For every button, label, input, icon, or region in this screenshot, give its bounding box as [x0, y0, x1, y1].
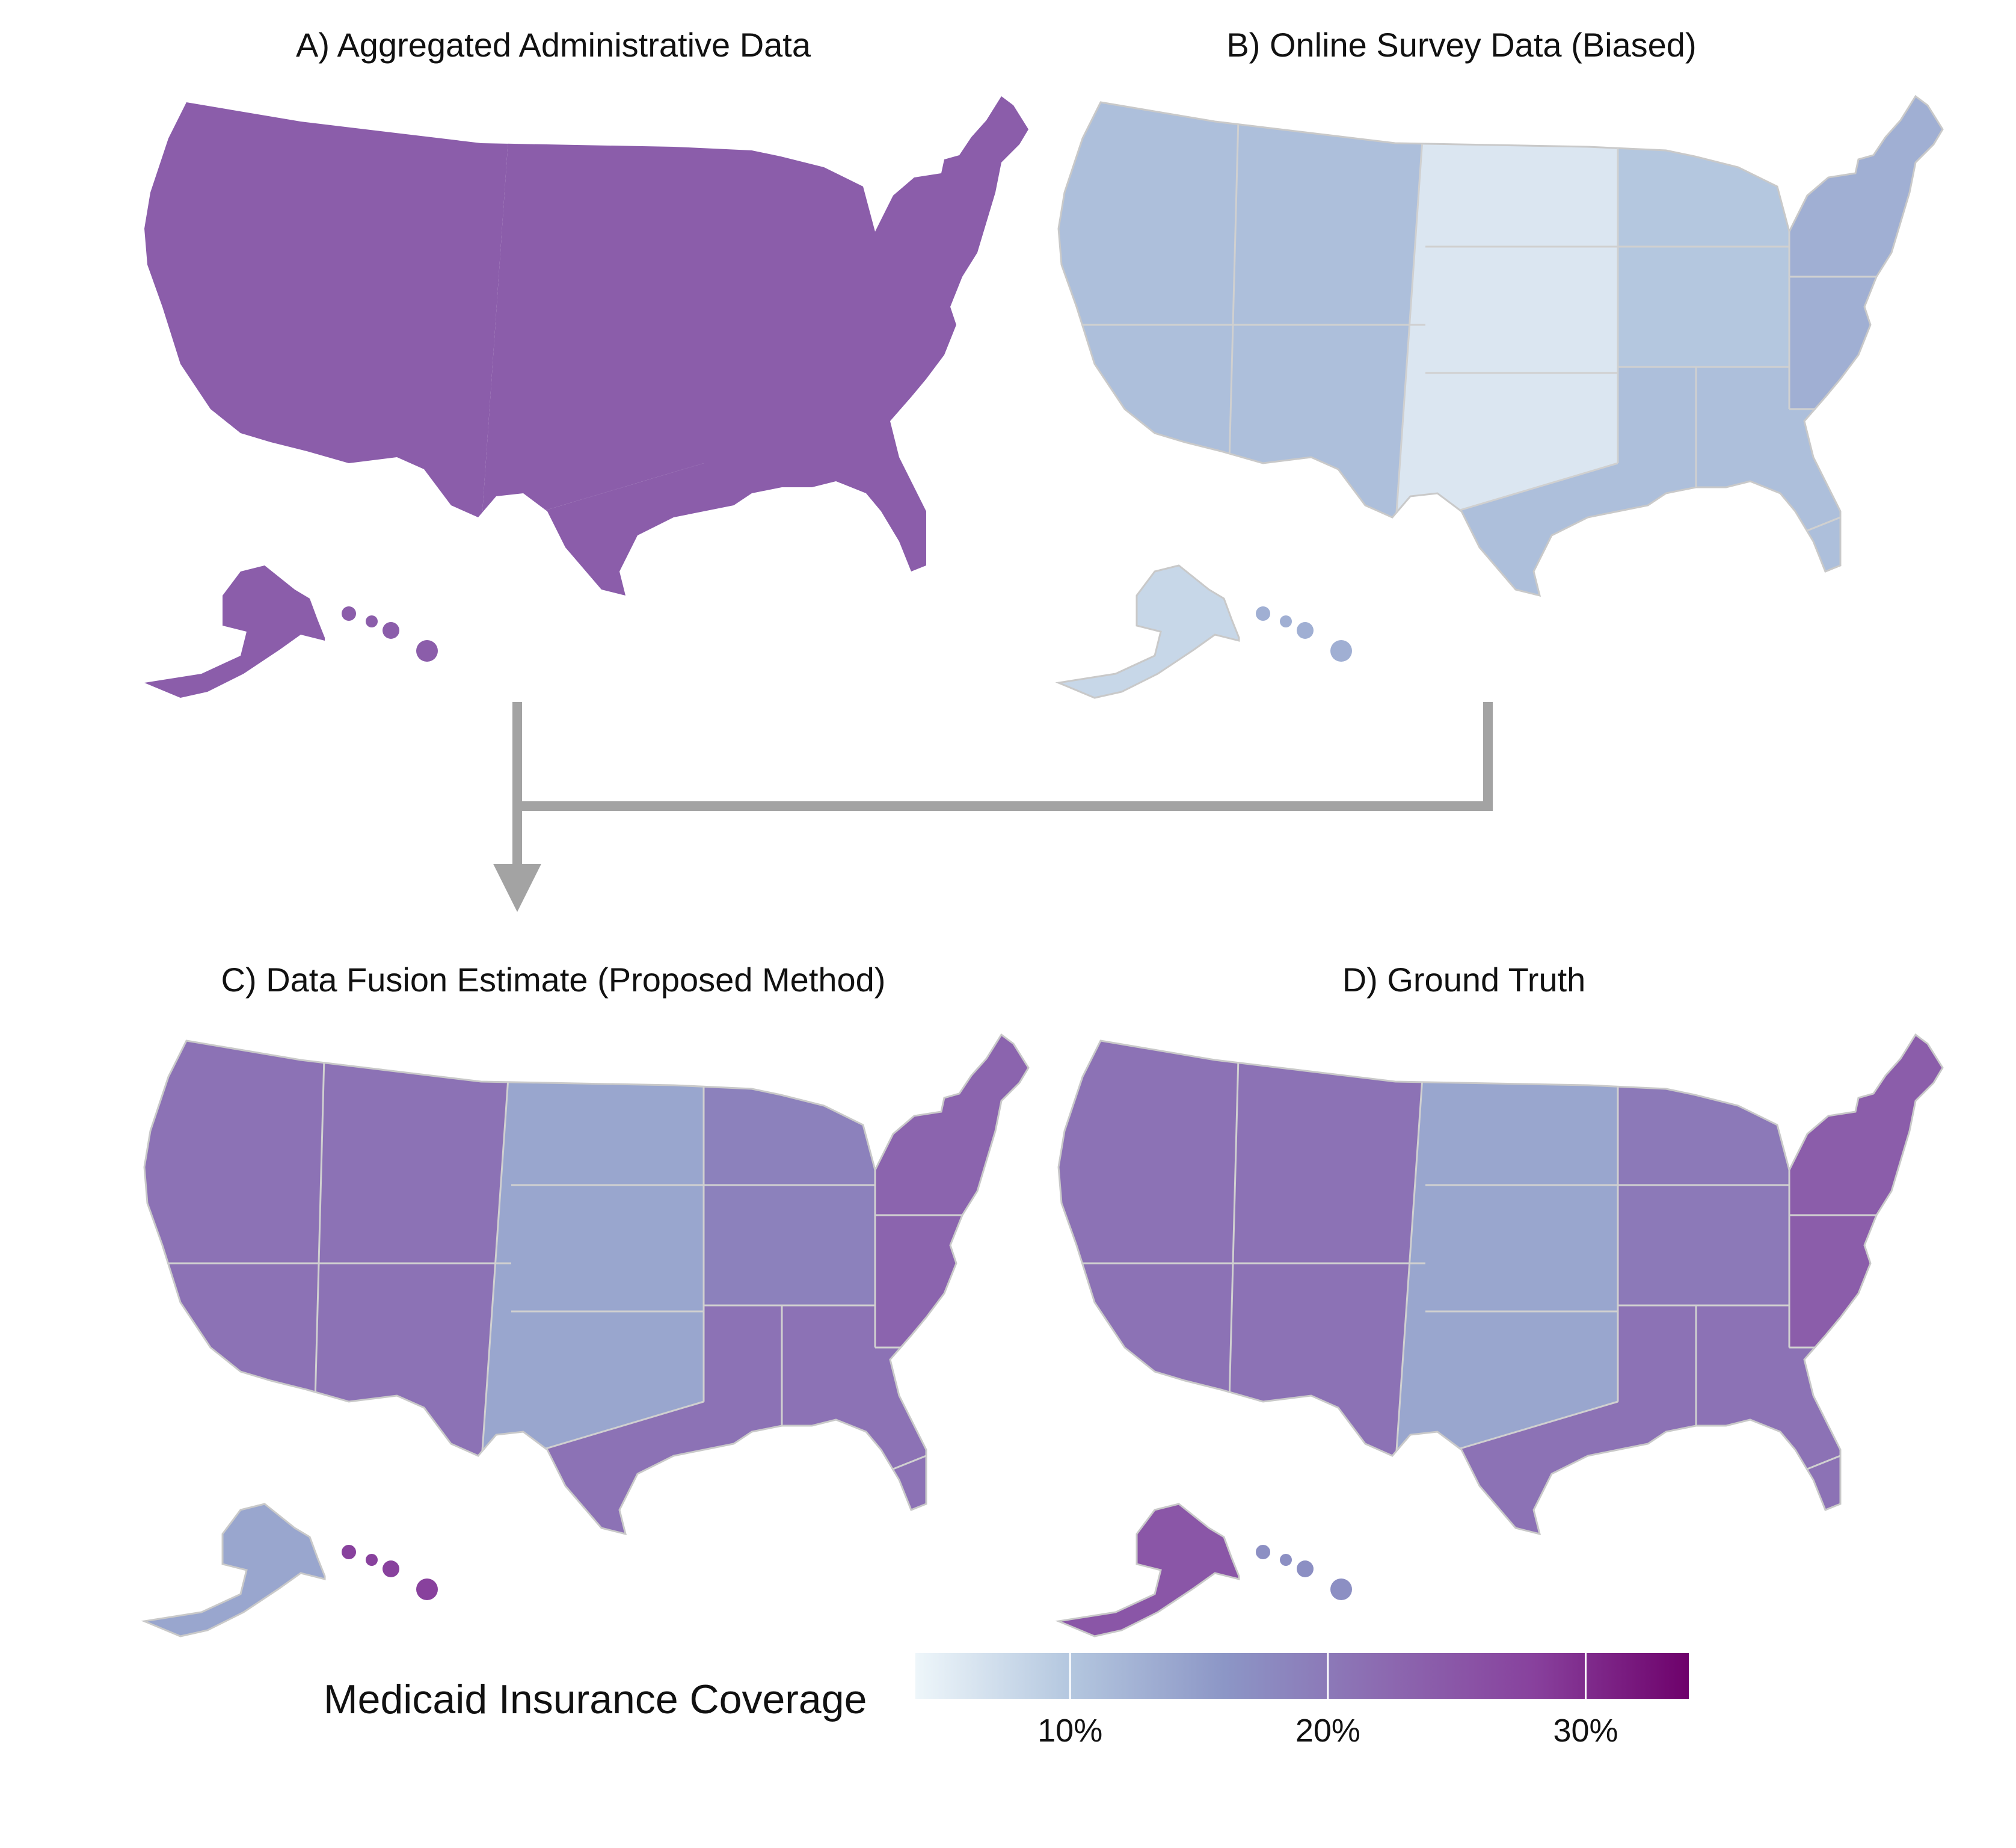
colorbar-tick-label: 30%	[1553, 1713, 1618, 1749]
connector-from-b	[517, 702, 1493, 811]
state-border	[1394, 96, 1427, 530]
hawaii-island	[383, 1560, 399, 1577]
panel-title-c: C) Data Fusion Estimate (Proposed Method…	[221, 961, 886, 999]
plains-region	[1395, 96, 1618, 529]
midwest-region	[1618, 96, 1789, 367]
state-border	[480, 1035, 512, 1468]
west-region	[1059, 96, 1425, 553]
alaska-shape	[144, 565, 325, 698]
map-panel-c	[141, 1033, 1030, 1637]
legend-title: Medicaid Insurance Coverage	[324, 1677, 867, 1722]
hawaii-island	[1280, 1554, 1292, 1566]
colorbar	[915, 1653, 1689, 1699]
west-region	[144, 1035, 511, 1492]
hawaii-island	[1330, 1578, 1352, 1600]
panel-title-d: D) Ground Truth	[1342, 961, 1586, 999]
map-panel-b	[1055, 94, 1944, 699]
colorbar-gradient	[915, 1653, 1689, 1699]
hawaii-island	[1297, 622, 1314, 639]
west-region	[144, 96, 511, 553]
plains-region	[481, 96, 704, 529]
midwest-region	[1618, 1035, 1789, 1305]
alaska-shape	[141, 1503, 326, 1637]
hawaii-island	[1256, 1545, 1270, 1559]
map-panel-d	[1055, 1033, 1944, 1637]
hawaii-island	[366, 615, 378, 627]
panel-title-b: B) Online Survey Data (Biased)	[1226, 26, 1697, 64]
hawaii-island	[1330, 640, 1352, 662]
south-region	[1395, 1305, 1943, 1534]
lower48-outline	[143, 1033, 1030, 1536]
south-region	[1395, 367, 1943, 596]
west-region	[1059, 1035, 1425, 1492]
hawaii-island	[342, 606, 356, 621]
plains-region	[1395, 1035, 1618, 1468]
hawaii-island	[1256, 606, 1270, 621]
plains-region	[481, 1035, 704, 1468]
colorbar-tick-label: 20%	[1295, 1713, 1360, 1749]
panel-title-a: A) Aggregated Administrative Data	[295, 26, 811, 64]
hawaii-island	[1297, 1560, 1314, 1577]
midwest-region	[704, 1035, 875, 1305]
hawaii-island	[342, 1545, 356, 1559]
colorbar-tick-label: 10%	[1037, 1713, 1103, 1749]
lower48-outline	[1057, 94, 1944, 597]
hawaii-island	[416, 1578, 438, 1600]
south-region	[481, 1305, 1028, 1534]
midwest-region	[704, 96, 875, 367]
south-region	[481, 367, 1028, 596]
hawaii-island	[366, 1554, 378, 1566]
hawaii-island	[1280, 615, 1292, 627]
hawaii-island	[416, 640, 438, 662]
map-panel-a	[144, 96, 1028, 698]
hawaii-island	[383, 622, 399, 639]
lower48-outline	[1057, 1033, 1944, 1536]
state-border	[1394, 1035, 1427, 1468]
fusion-connector	[493, 702, 1493, 912]
alaska-shape	[1055, 1503, 1240, 1637]
alaska-shape	[1055, 564, 1240, 699]
